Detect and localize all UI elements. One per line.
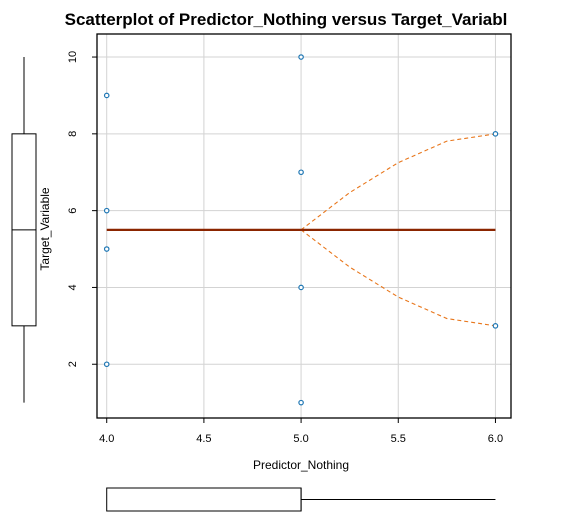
data-point xyxy=(103,207,110,214)
x-tick-label: 4.5 xyxy=(196,433,211,445)
y-tick-label: 10 xyxy=(67,51,79,63)
data-points xyxy=(103,54,499,406)
y-tick-label: 6 xyxy=(67,208,79,214)
x-axis-label: Predictor_Nothing xyxy=(253,458,349,472)
data-point xyxy=(298,284,304,291)
x-tick-label: 5.5 xyxy=(391,433,406,445)
plot-frame xyxy=(96,33,512,419)
data-point xyxy=(298,169,304,176)
data-point xyxy=(298,54,304,60)
data-point xyxy=(298,399,304,406)
y-axis-ticks: 2 4 6 8 10 xyxy=(67,51,97,367)
data-point xyxy=(103,361,110,368)
grid-layer xyxy=(97,34,511,418)
x-boxplot xyxy=(106,487,496,512)
x-axis-ticks: 4.0 4.5 5.0 5.5 6.0 xyxy=(99,418,503,445)
y-tick-label: 4 xyxy=(67,284,79,290)
data-point xyxy=(492,323,499,329)
y-tick-label: 2 xyxy=(67,361,79,367)
data-point xyxy=(103,246,110,252)
data-point xyxy=(492,131,499,137)
data-point xyxy=(103,92,110,99)
x-tick-label: 6.0 xyxy=(488,433,503,445)
y-tick-label: 8 xyxy=(67,131,79,137)
x-tick-label: 5.0 xyxy=(293,433,308,445)
chart-title: Scatterplot of Predictor_Nothing versus … xyxy=(65,10,508,29)
y-boxplot xyxy=(11,57,37,403)
x-tick-label: 4.0 xyxy=(99,433,114,445)
x-boxplot-box xyxy=(106,487,302,512)
y-axis-label: Target_Variable xyxy=(38,187,52,270)
